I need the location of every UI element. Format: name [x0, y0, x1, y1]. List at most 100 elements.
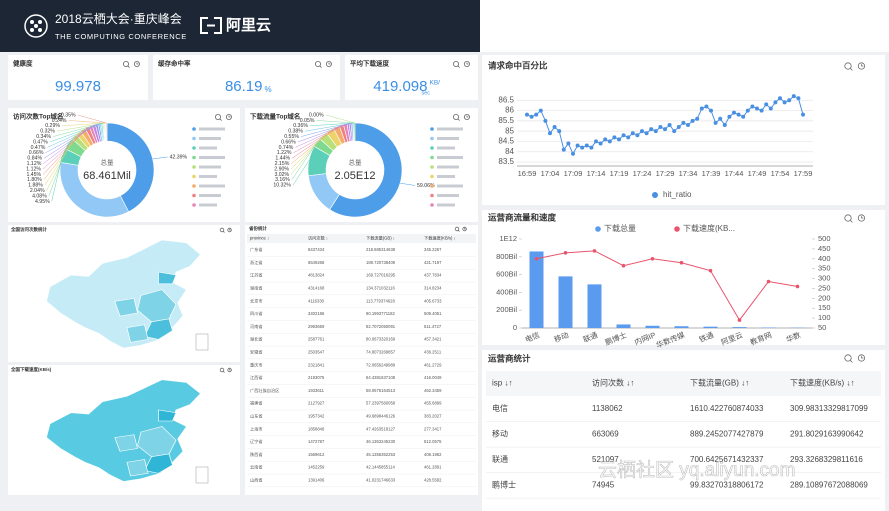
data-point	[653, 129, 658, 134]
data-point	[626, 135, 631, 140]
label-leader	[316, 120, 355, 124]
table-cell: 80.0673320169	[366, 337, 396, 342]
data-point	[617, 137, 621, 142]
data-point	[713, 120, 718, 125]
zoom-icon[interactable]	[219, 227, 225, 233]
legend-marker	[430, 155, 434, 160]
data-point	[598, 141, 603, 146]
table-cell: 49.6898446126	[366, 414, 396, 419]
label-leader	[293, 123, 346, 154]
zoom-icon[interactable]	[844, 354, 852, 362]
zoom-icon[interactable]	[454, 226, 460, 232]
zoom-icon[interactable]	[214, 114, 221, 121]
data-point	[801, 112, 805, 117]
kpi-value: 86.19	[225, 78, 263, 95]
map-region	[126, 324, 149, 343]
data-point	[718, 116, 723, 121]
slice-label: 3.02%	[274, 172, 289, 178]
table-cell: 46.1353245230	[366, 439, 396, 444]
y-tick-label: 800Bil	[496, 252, 517, 261]
legend-text-blur	[437, 137, 459, 140]
header-title: 2018云栖大会·重庆峰会	[55, 11, 182, 26]
data-point	[538, 108, 543, 113]
clock-icon[interactable]	[227, 227, 232, 233]
slice-label: 0.35%	[61, 112, 76, 118]
clock-icon[interactable]	[463, 61, 470, 68]
slice-label: 1.12%	[27, 161, 42, 167]
table-cell: 江苏省	[250, 272, 263, 279]
data-point	[704, 104, 709, 109]
table-cell: 1391406	[308, 478, 325, 483]
table-cell: 3402186	[308, 311, 325, 316]
data-point	[773, 100, 778, 105]
slice-label: 10.32%	[273, 183, 291, 189]
zoom-icon[interactable]	[452, 114, 459, 121]
x-tick-label: 17:04	[541, 169, 560, 178]
table-cell: 421.7197	[424, 260, 442, 265]
clock-icon[interactable]	[227, 367, 232, 373]
kpi-value: 419.098	[373, 78, 427, 95]
clock-icon[interactable]	[462, 226, 467, 232]
clock-icon[interactable]	[857, 214, 866, 222]
donut-center-value: 2.05E12	[335, 170, 376, 182]
slice-label: 0.47%	[33, 139, 48, 145]
zoom-icon[interactable]	[844, 62, 852, 70]
slice-label: 1.12%	[26, 166, 41, 172]
panel-tools	[844, 62, 866, 71]
panel-tools	[452, 114, 470, 121]
y-tick-label: 86.5	[498, 95, 514, 104]
panel	[482, 55, 885, 205]
data-point	[534, 256, 539, 261]
legend-marker	[192, 184, 196, 188]
slice-label: 0.66%	[29, 150, 44, 156]
zoom-icon[interactable]	[123, 61, 130, 68]
label-leader	[309, 122, 355, 127]
table-cell: 74.8073268857	[366, 350, 396, 355]
y2-tick-label: 200	[818, 293, 831, 302]
data-point	[630, 131, 635, 136]
zoom-icon[interactable]	[452, 61, 459, 68]
table-cell: 2127927	[308, 401, 325, 406]
table-cell: 57.2397560058	[366, 401, 396, 406]
slice-label: 4.95%	[35, 199, 50, 205]
slice-label: 0.36%	[293, 123, 308, 129]
y-tick-label: 400Bil	[496, 287, 517, 296]
y2-tick-label: 450	[818, 244, 831, 253]
clock-icon[interactable]	[857, 62, 866, 70]
clock-icon[interactable]	[325, 61, 332, 68]
table-cell: 289.10897672088069	[790, 481, 868, 490]
clock-icon[interactable]	[857, 354, 866, 362]
chart-title: 下载流量Top域名	[250, 112, 300, 121]
data-point	[699, 106, 704, 111]
legend-text-blur	[437, 203, 455, 207]
zoom-icon[interactable]	[844, 214, 852, 222]
data-point	[529, 114, 534, 119]
chart-title: 运营商流量和速度	[488, 212, 557, 222]
table-cell: 2587761	[308, 337, 325, 342]
table-cell: 电信	[492, 403, 508, 413]
data-point	[561, 147, 566, 152]
zoom-handle	[457, 65, 460, 68]
zoom-icon[interactable]	[314, 61, 321, 68]
data-point	[796, 96, 801, 101]
data-point	[778, 96, 782, 101]
data-point	[594, 139, 598, 144]
table-cell: 408.1962	[424, 452, 442, 457]
legend-text-blur	[437, 165, 459, 169]
zoom-handle	[849, 67, 853, 71]
table-cell: 云南省	[250, 464, 263, 471]
clock-icon[interactable]	[225, 114, 232, 121]
legend-label: hit_ratio	[663, 190, 692, 199]
chart-title: 访问次数Top域名	[13, 112, 63, 121]
label-leader	[290, 130, 330, 170]
clock-icon[interactable]	[463, 114, 470, 121]
slice-label: 0.00%	[309, 112, 324, 118]
slice-label: 0.74%	[279, 145, 294, 151]
clock-icon[interactable]	[133, 61, 140, 68]
table-header-cell: 下载流量(GB) ↓	[366, 235, 395, 242]
zoom-icon[interactable]	[219, 367, 225, 373]
table-cell: 436.2511	[424, 350, 442, 355]
table-cell: 福建省	[250, 400, 263, 407]
data-point	[548, 131, 552, 136]
